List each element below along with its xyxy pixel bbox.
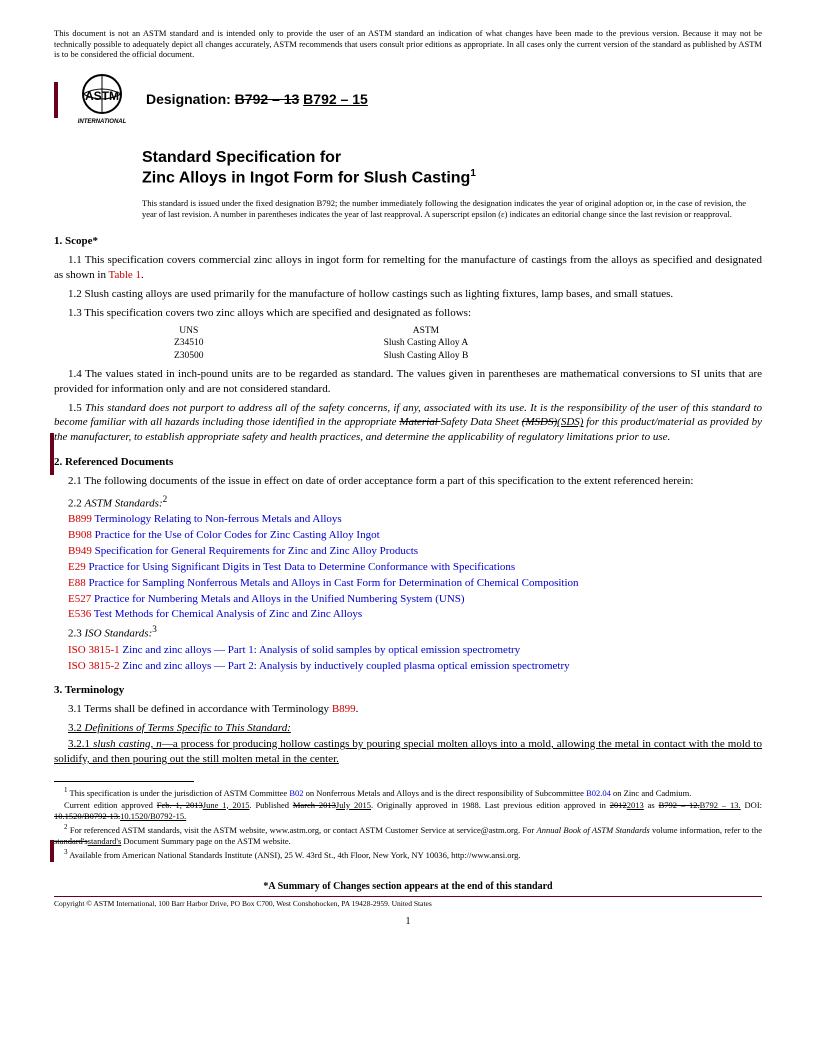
uns-column: UNS Z34510 Z30500 — [174, 325, 204, 363]
section-3-header: 3. Terminology — [54, 683, 762, 698]
svg-text:INTERNATIONAL: INTERNATIONAL — [78, 119, 127, 125]
change-bar-icon — [50, 433, 54, 475]
new-designation: B792 – 15 — [303, 91, 368, 107]
reference-item: B908 Practice for the Use of Color Codes… — [68, 528, 762, 543]
old-designation: B792 – 13 — [235, 91, 300, 107]
copyright-rule — [54, 896, 762, 897]
title-block: Standard Specification for Zinc Alloys i… — [142, 148, 762, 188]
para-2-2: 2.2 ASTM Standards:2 — [54, 493, 762, 512]
para-3-2: 3.2 Definitions of Terms Specific to Thi… — [54, 721, 762, 736]
footnote-rule — [54, 781, 194, 782]
alloy-table: UNS Z34510 Z30500 ASTM Slush Casting All… — [174, 325, 762, 363]
page-title: Standard Specification for Zinc Alloys i… — [142, 148, 762, 188]
change-bar-icon — [54, 82, 58, 118]
para-1-1: 1.1 This specification covers commercial… — [54, 253, 762, 283]
para-1-5: 1.5 This standard does not purport to ad… — [54, 401, 762, 446]
issuance-note: This standard is issued under the fixed … — [142, 198, 746, 220]
footnote-1-line2: Current edition approved Feb. 1, 2013Jun… — [54, 800, 762, 822]
change-bar-icon — [50, 840, 54, 862]
reference-item: ISO 3815-2 Zinc and zinc alloys — Part 2… — [68, 659, 762, 674]
footnote-3: 3 Available from American National Stand… — [54, 848, 762, 861]
page-number: 1 — [54, 915, 762, 929]
para-1-3: 1.3 This specification covers two zinc a… — [54, 306, 762, 321]
para-2-3: 2.3 ISO Standards:3 — [54, 623, 762, 642]
astm-column: ASTM Slush Casting Alloy A Slush Casting… — [384, 325, 469, 363]
disclaimer-text: This document is not an ASTM standard an… — [54, 28, 762, 60]
para-1-4: 1.4 The values stated in inch-pound unit… — [54, 367, 762, 397]
reference-item: E536 Test Methods for Chemical Analysis … — [68, 607, 762, 622]
summary-note: *A Summary of Changes section appears at… — [54, 880, 762, 894]
para-3-1: 3.1 Terms shall be defined in accordance… — [54, 702, 762, 717]
reference-item: E527 Practice for Numbering Metals and A… — [68, 592, 762, 607]
para-2-1: 2.1 The following documents of the issue… — [54, 474, 762, 489]
section-2-header: 2. Referenced Documents — [54, 455, 762, 470]
reference-item: E29 Practice for Using Significant Digit… — [68, 560, 762, 575]
svg-text:ASTM: ASTM — [85, 89, 119, 103]
para-1-2: 1.2 Slush casting alloys are used primar… — [54, 287, 762, 302]
footnote-2: 2 For referenced ASTM standards, visit t… — [54, 823, 762, 847]
para-3-2-1: 3.2.1 slush casting, n—a process for pro… — [54, 737, 762, 767]
section-1-header: 1. Scope* — [54, 234, 762, 249]
astm-logo-icon: ASTM INTERNATIONAL — [72, 74, 132, 126]
reference-item: E88 Practice for Sampling Nonferrous Met… — [68, 576, 762, 591]
header-row: ASTM INTERNATIONAL Designation: B792 – 1… — [54, 74, 762, 126]
table-ref: Table 1 — [109, 269, 142, 281]
footnote-1: 1 This specification is under the jurisd… — [54, 786, 762, 799]
reference-item: B899 Terminology Relating to Non-ferrous… — [68, 512, 762, 527]
copyright-text: Copyright © ASTM International, 100 Barr… — [54, 899, 762, 909]
reference-item: B949 Specification for General Requireme… — [68, 544, 762, 559]
reference-item: ISO 3815-1 Zinc and zinc alloys — Part 1… — [68, 643, 762, 658]
designation: Designation: B792 – 13 B792 – 15 — [146, 90, 368, 109]
